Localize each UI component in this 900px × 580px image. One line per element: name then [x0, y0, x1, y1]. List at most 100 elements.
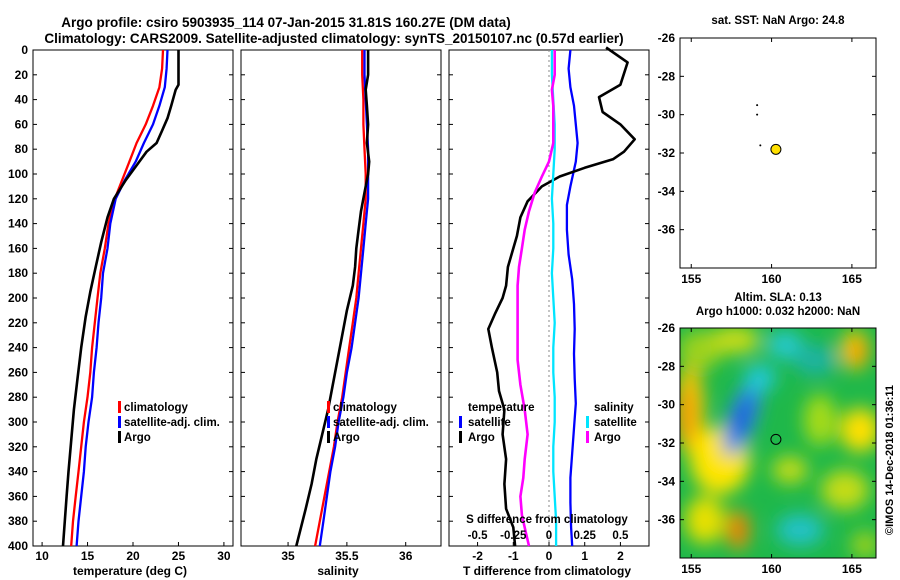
legend-swatch-satellite [327, 416, 330, 428]
map-y-tick-label: -30 [658, 398, 676, 412]
salinity-panel-frame [240, 49, 442, 547]
legend-label-climatology: climatology [333, 402, 398, 414]
island-dot [756, 104, 759, 107]
map-y-tick-label: -26 [658, 31, 676, 45]
depth-tick-label: 120 [8, 192, 28, 206]
x-tick-label: 15 [81, 549, 95, 563]
depth-tick-label: 400 [8, 539, 28, 553]
series-line-s-argo [516, 50, 557, 547]
difference-legend-salinity: salinity satellite Argo [586, 402, 637, 444]
map-y-tick-label: -30 [658, 108, 676, 122]
x-tick-label: 1 [581, 549, 588, 563]
sla-map-title-line1: Altim. SLA: 0.13 [734, 292, 822, 304]
series-line-argo [61, 50, 180, 547]
legend-label-climatology: climatology [124, 402, 189, 414]
map-x-tick-label: 165 [842, 562, 862, 576]
depth-tick-label: 360 [8, 489, 28, 503]
temperature-panel: 10 15 20 25 30 [35, 49, 231, 563]
depth-tick-label: 40 [15, 93, 29, 107]
temperature-panel-frame [32, 49, 234, 547]
island-dot [756, 113, 759, 116]
x-tick-label: 30 [217, 549, 231, 563]
argo-position-marker [770, 433, 782, 445]
temperature-legend: climatology satellite-adj. clim. Argo [118, 401, 220, 444]
x-tick-label: 10 [35, 549, 49, 563]
t-difference-xlabel: T difference from climatology [463, 564, 631, 578]
island-dot [759, 144, 762, 147]
legend-swatch-t-satellite [459, 416, 462, 428]
depth-tick-label: 20 [15, 68, 29, 82]
sla-map: 155 160 165 -26 -28 -30 -32 -34 -36 [658, 321, 876, 576]
figure-title-line1: Argo profile: csiro 5903935_114 07-Jan-2… [61, 15, 511, 30]
sst-map-title: sat. SST: NaN Argo: 24.8 [711, 15, 845, 27]
legend-swatch-s-argo [586, 431, 589, 443]
series-line-s-satellite [550, 50, 558, 546]
depth-tick-label: 180 [8, 266, 28, 280]
map-x-tick-label: 160 [762, 272, 782, 286]
legend-swatch-climatology [327, 401, 330, 413]
s-x-tick-label: -0.25 [500, 530, 527, 542]
x-tick-label: 25 [172, 549, 186, 563]
x-tick-label: -2 [472, 549, 483, 563]
depth-tick-label: 380 [8, 514, 28, 528]
depth-tick-label: 140 [8, 217, 28, 231]
depth-tick-label: 80 [15, 142, 29, 156]
map-y-tick-label: -28 [658, 69, 676, 83]
legend-title-temperature: temperature [468, 402, 534, 414]
map-y-tick-label: -26 [658, 321, 676, 335]
s-x-tick-label: -0.5 [468, 530, 488, 542]
x-tick-label: 35.5 [335, 549, 359, 563]
depth-tick-label: 280 [8, 390, 28, 404]
depth-axis: 0 20 40 60 80 100 120 140 160 180 200 220 240 260 280 3… [8, 43, 649, 553]
legend-swatch-satellite [118, 416, 121, 428]
depth-tick-label: 260 [8, 365, 28, 379]
legend-swatch-s-satellite [586, 416, 589, 428]
figure-title-line2: Climatology: CARS2009. Satellite-adjuste… [44, 31, 623, 46]
series-line-climatology [313, 50, 367, 547]
s-x-tick-label: 0.5 [612, 530, 629, 542]
map-x-tick-label: 155 [681, 272, 701, 286]
map-y-tick-label: -34 [658, 474, 676, 488]
legend-swatch-argo [327, 431, 330, 443]
x-tick-label: -1 [508, 549, 519, 563]
series-line-argo [295, 50, 371, 547]
depth-tick-label: 300 [8, 415, 28, 429]
s-x-tick-label: 0 [546, 530, 552, 542]
legend-label-t-argo: Argo [468, 432, 495, 444]
legend-swatch-climatology [118, 401, 121, 413]
depth-tick-label: 60 [15, 117, 29, 131]
depth-tick-label: 200 [8, 291, 28, 305]
x-tick-label: 20 [126, 549, 140, 563]
legend-label-satellite: satellite-adj. clim. [124, 417, 220, 429]
difference-panel: -2 -1 0 1 2 -0.5 -0.25 0 0.25 0.5 [468, 46, 637, 563]
legend-label-satellite: satellite-adj. clim. [333, 417, 429, 429]
series-line-climatology [70, 49, 165, 547]
x-tick-label: 36 [399, 549, 413, 563]
legend-label-argo: Argo [124, 432, 151, 444]
legend-label-s-satellite: satellite [594, 417, 637, 429]
x-tick-label: 35 [281, 549, 295, 563]
s-difference-axis-label: S difference from climatology [466, 514, 628, 526]
series-line-satellite-adj-clim- [75, 49, 169, 547]
map-y-tick-label: -36 [658, 513, 676, 527]
depth-tick-label: 100 [8, 167, 28, 181]
argo-position-marker [770, 143, 782, 155]
depth-tick-label: 340 [8, 465, 28, 479]
temperature-xlabel: temperature (deg C) [73, 564, 187, 578]
depth-tick-label: 240 [8, 341, 28, 355]
x-tick-label: 0 [546, 549, 553, 563]
legend-label-argo: Argo [333, 432, 360, 444]
salinity-panel: 35 35.5 36 [281, 50, 413, 563]
map-x-tick-label: 160 [762, 562, 782, 576]
s-x-tick-label: 0.25 [574, 530, 597, 542]
depth-tick-label: 0 [21, 43, 28, 57]
sst-map: 155 160 165 -26 -28 -30 -32 -34 -36 [658, 31, 876, 286]
legend-title-salinity: salinity [594, 402, 634, 414]
depth-tick-label: 160 [8, 241, 28, 255]
salinity-xlabel: salinity [317, 564, 359, 578]
map-x-tick-label: 165 [842, 272, 862, 286]
map-y-tick-label: -32 [658, 436, 676, 450]
legend-label-s-argo: Argo [594, 432, 621, 444]
difference-legend-temperature: temperature satellite Argo [459, 402, 534, 444]
